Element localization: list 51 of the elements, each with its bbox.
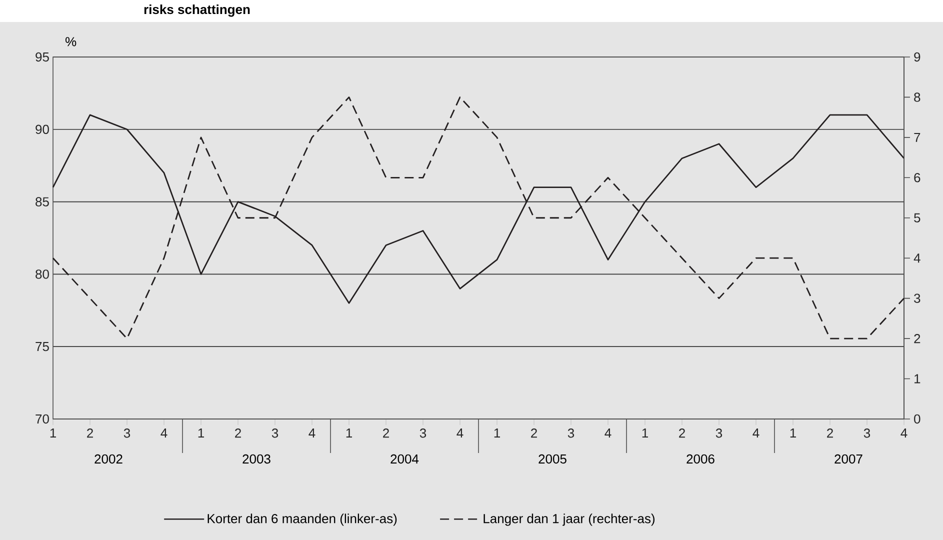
x-tick-label: 4: [456, 428, 464, 438]
y2-tick-label: 1: [914, 374, 920, 384]
x-tick-label: 4: [604, 428, 612, 438]
text: 2004: [390, 454, 419, 464]
x-tick-label: 2: [235, 428, 241, 438]
x-tick-label: 1: [346, 428, 352, 438]
x-tick-label: 2: [827, 428, 833, 438]
y-tick-label: 80: [36, 270, 49, 279]
text: 2006: [686, 454, 714, 464]
x-tick-label: 1: [50, 428, 56, 438]
text: 2005: [538, 454, 566, 464]
y-tick-label: 95: [36, 52, 49, 62]
x-tick-label: 3: [124, 428, 130, 438]
y2-tick-label: 6: [914, 173, 920, 182]
legend-label: Langer dan 1 jaar (rechter-as): [484, 514, 655, 526]
chart-title: risks schattingen: [144, 4, 250, 17]
x-tick-label: 4: [308, 428, 316, 438]
y2-tick-label: 3: [914, 294, 920, 303]
x-tick-label: 1: [198, 428, 204, 438]
x-tick-label: 4: [752, 428, 760, 438]
text: 2007: [834, 454, 862, 464]
x-tick-label: 1: [790, 428, 796, 438]
text: 2002: [94, 454, 122, 464]
y-tick-label: 70: [36, 414, 49, 424]
y-tick-label: 85: [36, 197, 49, 206]
x-tick-label: 2: [87, 428, 93, 438]
text: 2003: [242, 454, 270, 464]
x-tick-label: 2: [531, 428, 537, 438]
y2-tick-label: 2: [914, 334, 920, 344]
x-tick-label: 3: [272, 428, 278, 438]
y2-tick-label: 4: [914, 254, 920, 263]
x-tick-label: 2: [679, 428, 685, 438]
line-series: [52, 96, 905, 340]
y2-tick-label: 8: [914, 92, 920, 102]
y-axis-title: %: [66, 37, 76, 46]
x-tick-label: 2: [383, 428, 389, 438]
y2-tick-label: 0: [914, 414, 920, 424]
y-tick-label: 90: [36, 124, 49, 134]
x-tick-label: 1: [642, 428, 648, 438]
x-tick-label: 3: [864, 428, 870, 438]
x-tick-label: 1: [494, 428, 500, 438]
x-tick-label: 3: [568, 428, 574, 438]
y-tick-label: 75: [36, 342, 49, 352]
y2-tick-label: 9: [914, 52, 920, 62]
legend-label: Korter dan 6 maanden (linker-as): [208, 514, 397, 526]
y2-tick-label: 5: [914, 213, 920, 222]
x-tick-label: 4: [160, 428, 168, 438]
x-tick-label: 3: [420, 428, 426, 438]
x-tick-label: 3: [716, 428, 722, 438]
x-tick-label: 4: [900, 428, 908, 438]
y2-tick-label: 7: [914, 132, 920, 142]
